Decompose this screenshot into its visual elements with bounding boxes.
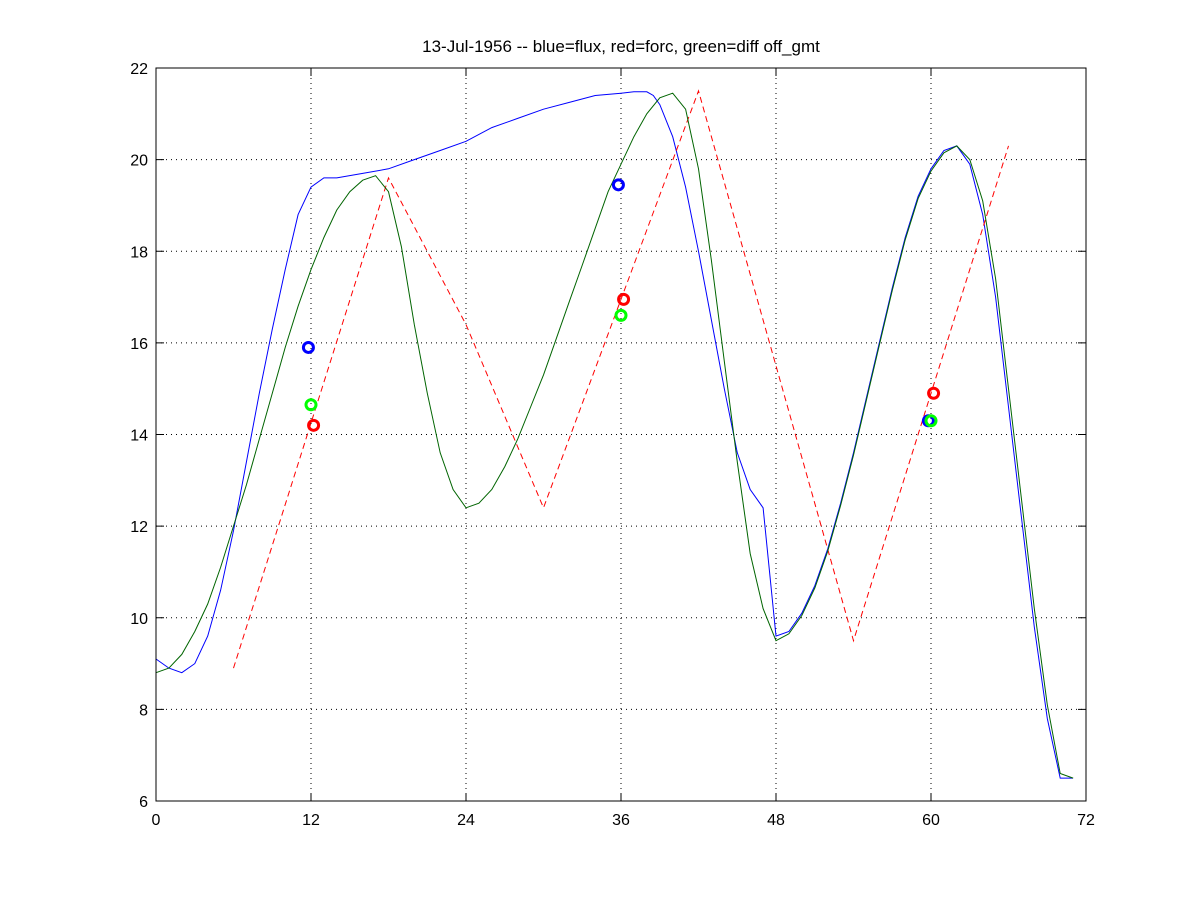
y-tick-label: 6 — [139, 794, 148, 811]
y-tick-label: 16 — [130, 336, 148, 353]
chart-title: 13-Jul-1956 -- blue=flux, red=forc, gree… — [422, 37, 820, 56]
y-tick-label: 14 — [130, 428, 148, 445]
series-line-red-dashed — [233, 89, 1009, 669]
data-marker — [611, 178, 625, 192]
data-marker — [614, 308, 628, 322]
data-marker — [301, 340, 315, 354]
y-tick-label: 12 — [130, 519, 148, 536]
series-line-blue — [155, 91, 1074, 779]
x-tick-label: 36 — [612, 812, 630, 829]
marker-layer — [301, 178, 941, 432]
x-tick-label: 48 — [767, 812, 785, 829]
data-marker — [617, 292, 631, 306]
x-axis: 0 12 24 36 48 60 72 — [152, 68, 1095, 829]
y-tick-label: 20 — [130, 153, 148, 170]
x-tick-label: 12 — [302, 812, 320, 829]
x-tick-label: 60 — [922, 812, 940, 829]
data-marker — [924, 414, 938, 428]
y-tick-label: 10 — [130, 611, 148, 628]
x-tick-label: 0 — [152, 812, 161, 829]
y-axis: 6 8 10 12 14 16 18 20 22 — [130, 61, 1086, 811]
y-tick-label: 8 — [139, 702, 148, 719]
grid-layer — [156, 68, 1086, 801]
y-tick-label: 22 — [130, 61, 148, 78]
series-layer — [155, 89, 1074, 779]
series-line-green — [155, 92, 1074, 779]
y-tick-label: 18 — [130, 244, 148, 261]
data-marker — [307, 418, 321, 432]
data-marker — [304, 398, 318, 412]
data-marker — [927, 386, 941, 400]
x-tick-label: 72 — [1077, 812, 1095, 829]
x-tick-label: 24 — [457, 812, 475, 829]
